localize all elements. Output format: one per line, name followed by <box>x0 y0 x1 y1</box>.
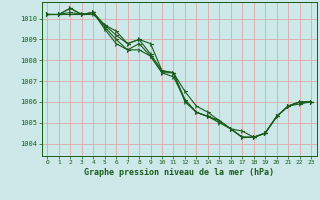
X-axis label: Graphe pression niveau de la mer (hPa): Graphe pression niveau de la mer (hPa) <box>84 168 274 177</box>
